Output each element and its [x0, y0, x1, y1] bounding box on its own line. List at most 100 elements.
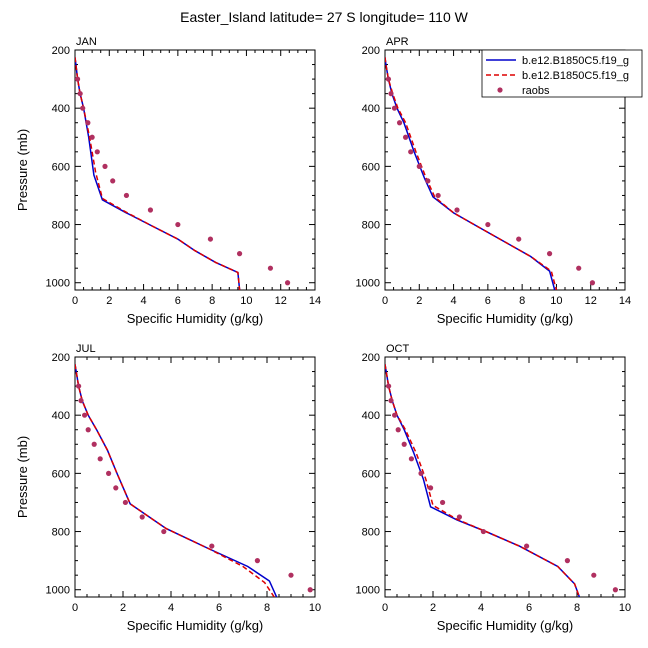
- raobs-point: [175, 221, 181, 228]
- panel-jul: JUL 0 2 4 6 8 10 200 400 600 800 1000 Specific Humid…: [15, 343, 321, 633]
- raobs-point: [254, 558, 260, 564]
- panel-label: JUL: [76, 343, 96, 355]
- raobs-point: [456, 514, 462, 520]
- raobs-point: [91, 441, 97, 447]
- panel-label: OCT: [386, 343, 410, 355]
- y-tick-label: 800: [362, 220, 380, 232]
- raobs-point: [139, 514, 145, 520]
- raobs-point: [576, 265, 582, 271]
- x-tick-label: 2: [120, 602, 126, 614]
- y-tick-label: 1000: [356, 585, 380, 597]
- raobs-point: [161, 528, 167, 535]
- raobs-point: [113, 485, 119, 491]
- legend-label: b.e12.B1850C5.f19_g: [522, 55, 629, 67]
- y-tick-label: 200: [362, 352, 380, 364]
- raobs-point: [386, 383, 392, 389]
- raobs-point: [147, 207, 154, 213]
- x-tick-label: 6: [216, 602, 222, 614]
- raobs-point: [524, 543, 530, 549]
- legend-marker-dot: [497, 87, 503, 93]
- series-group: [75, 57, 291, 290]
- raobs-point: [546, 251, 553, 257]
- raobs-point: [123, 192, 130, 199]
- x-tick-label: 2: [430, 602, 436, 614]
- y-tick-label: 1000: [46, 278, 70, 290]
- raobs-point: [391, 105, 398, 111]
- y-tick-label: 200: [362, 45, 380, 57]
- y-tick-label: 200: [52, 45, 70, 57]
- raobs-point: [416, 163, 422, 169]
- raobs-point: [440, 499, 446, 506]
- panel-oct: OCT 0 2 4 6 8 10 200 400 600 800 1000 Specific Humid…: [356, 343, 632, 633]
- x-tick-label: 10: [240, 295, 252, 307]
- x-tick-label: 0: [382, 295, 388, 307]
- raobs-point: [89, 134, 95, 140]
- raobs-point: [85, 120, 91, 126]
- x-tick-label: 14: [309, 295, 321, 307]
- legend-label: b.e12.B1850C5.f19_g: [522, 70, 629, 82]
- legend-box: [481, 49, 643, 98]
- raobs-point: [97, 456, 103, 462]
- raobs-point: [207, 236, 214, 242]
- x-tick-label: 6: [485, 295, 491, 307]
- y-axis-title: Pressure (mb): [15, 129, 30, 211]
- raobs-point: [385, 76, 392, 82]
- raobs-point: [307, 587, 313, 593]
- raobs-point: [408, 149, 414, 155]
- raobs-point: [288, 572, 294, 578]
- x-tick-label: 0: [382, 602, 388, 614]
- raobs-point: [78, 398, 84, 404]
- raobs-point: [94, 149, 100, 155]
- raobs-point: [392, 412, 398, 418]
- x-axis-title: Specific Humidity (g/kg): [127, 618, 264, 633]
- y-tick-label: 600: [52, 468, 70, 480]
- raobs-point: [589, 280, 596, 286]
- y-tick-label: 1000: [356, 278, 380, 290]
- plot-frame: [74, 356, 316, 598]
- raobs-point: [110, 178, 116, 184]
- panel-label: APR: [386, 36, 409, 48]
- plot-frame: [384, 356, 626, 598]
- panel-label: JAN: [76, 36, 97, 48]
- raobs-point: [395, 427, 401, 433]
- series-group: [385, 364, 619, 597]
- raobs-point: [267, 265, 274, 271]
- y-tick-label: 400: [362, 103, 380, 115]
- x-tick-label: 0: [72, 295, 78, 307]
- raobs-point: [396, 120, 403, 126]
- x-tick-label: 4: [168, 602, 174, 614]
- y-tick-label: 600: [362, 468, 380, 480]
- x-tick-label: 12: [585, 295, 597, 307]
- panel-jan: JAN 0 2 4 6 8 10 12 14 200 400 600 800 1000 Specific H…: [15, 36, 321, 326]
- raobs-point: [591, 572, 597, 578]
- x-tick-label: 4: [478, 602, 484, 614]
- y-tick-label: 400: [362, 410, 380, 422]
- x-tick-label: 2: [106, 295, 112, 307]
- legend: b.e12.B1850C5.f19_g b.e12.B1850C5.f19_gra…: [481, 49, 643, 98]
- model-solid-line: [75, 57, 241, 290]
- raobs-point: [408, 456, 414, 462]
- raobs-point: [85, 427, 91, 433]
- raobs-point: [388, 91, 394, 97]
- raobs-point: [564, 558, 571, 564]
- raobs-point: [435, 192, 441, 199]
- raobs-point: [80, 105, 86, 111]
- y-tick-label: 400: [52, 103, 70, 115]
- x-tick-label: 8: [209, 295, 215, 307]
- y-tick-label: 600: [362, 161, 380, 173]
- x-tick-label: 4: [451, 295, 457, 307]
- raobs-point: [402, 134, 409, 140]
- raobs-point: [209, 543, 215, 549]
- model-dashed-line: [385, 57, 558, 290]
- model-dashed-line: [385, 364, 581, 597]
- x-tick-label: 10: [619, 602, 631, 614]
- x-axis-title: Specific Humidity (g/kg): [437, 311, 574, 326]
- x-tick-label: 6: [526, 602, 532, 614]
- panel-apr: APR 0 2 4 6 8 10 12 14 200 400 600 800 1000 Specific H…: [356, 36, 632, 326]
- legend-label: raobs: [522, 85, 550, 97]
- x-tick-label: 6: [175, 295, 181, 307]
- x-axis-title: Specific Humidity (g/kg): [127, 311, 264, 326]
- main-title: Easter_Island latitude= 27 S longitude= …: [180, 9, 468, 25]
- x-tick-label: 10: [550, 295, 562, 307]
